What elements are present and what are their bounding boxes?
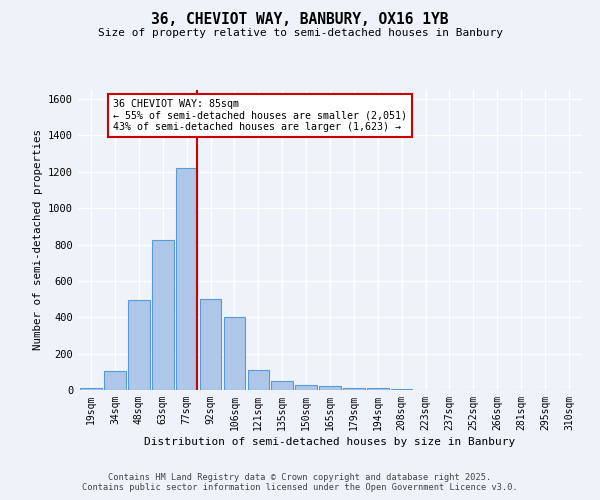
Text: Contains HM Land Registry data © Crown copyright and database right 2025.
Contai: Contains HM Land Registry data © Crown c… — [82, 473, 518, 492]
Bar — [176, 168, 197, 390]
Bar — [271, 381, 293, 390]
Bar — [319, 386, 341, 390]
Y-axis label: Number of semi-detached properties: Number of semi-detached properties — [32, 130, 43, 350]
X-axis label: Distribution of semi-detached houses by size in Banbury: Distribution of semi-detached houses by … — [145, 437, 515, 447]
Text: 36 CHEVIOT WAY: 85sqm
← 55% of semi-detached houses are smaller (2,051)
43% of s: 36 CHEVIOT WAY: 85sqm ← 55% of semi-deta… — [113, 99, 407, 132]
Bar — [152, 240, 173, 390]
Bar — [391, 389, 412, 390]
Bar — [128, 300, 149, 390]
Bar — [224, 318, 245, 390]
Text: 36, CHEVIOT WAY, BANBURY, OX16 1YB: 36, CHEVIOT WAY, BANBURY, OX16 1YB — [151, 12, 449, 28]
Bar — [295, 384, 317, 390]
Bar — [80, 388, 102, 390]
Bar — [104, 371, 126, 390]
Bar — [248, 370, 269, 390]
Text: Size of property relative to semi-detached houses in Banbury: Size of property relative to semi-detach… — [97, 28, 503, 38]
Bar — [367, 388, 389, 390]
Bar — [343, 388, 365, 390]
Bar — [200, 299, 221, 390]
